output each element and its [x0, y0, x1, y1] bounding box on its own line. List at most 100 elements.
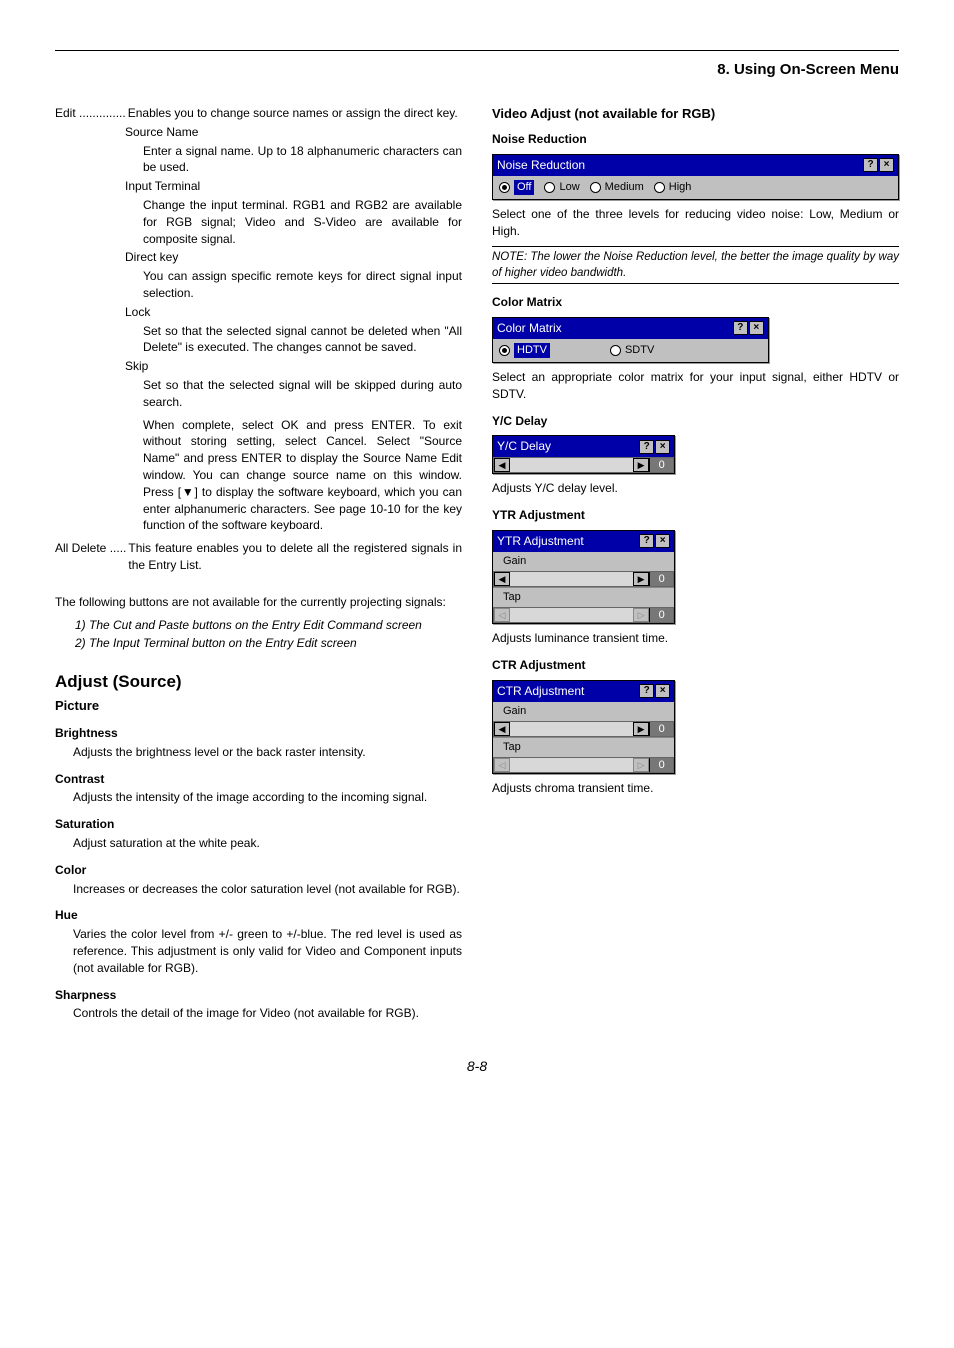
radio-option[interactable]: HDTV	[499, 343, 550, 358]
ytr-gain-scrollbar[interactable]: ◀ ▶ 0	[493, 571, 674, 587]
scroll-right-icon[interactable]: ▷	[633, 758, 649, 772]
edit-term: Edit .............. Enables you to chang…	[55, 105, 462, 122]
right-column: Video Adjust (not available for RGB) Noi…	[492, 105, 899, 1022]
picture-heading: Picture	[55, 697, 462, 715]
help-icon[interactable]: ?	[639, 534, 654, 548]
edit-subitem-body: Change the input terminal. RGB1 and RGB2…	[143, 197, 462, 247]
not-avail-1: 1) The Cut and Paste buttons on the Entr…	[75, 617, 462, 634]
edit-subitem-title: Input Terminal	[125, 178, 462, 195]
ytr-gain-value: 0	[649, 572, 673, 586]
scroll-right-icon[interactable]: ▶	[633, 722, 649, 736]
edit-subitem-body: Set so that the selected signal cannot b…	[143, 323, 462, 357]
ytr-heading: YTR Adjustment	[492, 507, 899, 524]
close-icon[interactable]: ×	[749, 321, 764, 335]
radio-dot-icon	[610, 345, 621, 356]
ctr-text: Adjusts chroma transient time.	[492, 780, 899, 797]
not-avail-intro: The following buttons are not available …	[55, 594, 462, 611]
dialog-title-text: YTR Adjustment	[497, 533, 638, 550]
dialog-title-text: CTR Adjustment	[497, 683, 638, 700]
dialog-titlebar: YTR Adjustment ? ×	[493, 531, 674, 552]
ytr-tap-scrollbar[interactable]: ◁ ▷ 0	[493, 607, 674, 623]
color-matrix-dialog: Color Matrix ? × HDTV SDTV	[492, 317, 769, 363]
close-icon[interactable]: ×	[879, 158, 894, 172]
ctr-tap-label: Tap	[493, 737, 674, 757]
radio-option[interactable]: SDTV	[610, 343, 654, 358]
dialog-titlebar: Color Matrix ? ×	[493, 318, 768, 339]
close-icon[interactable]: ×	[655, 534, 670, 548]
ctr-gain-scrollbar[interactable]: ◀ ▶ 0	[493, 721, 674, 737]
ytr-dialog: YTR Adjustment ? × Gain ◀ ▶ 0 Tap ◁ ▷ 0	[492, 530, 675, 625]
yc-scrollbar[interactable]: ◀ ▶ 0	[493, 457, 674, 473]
radio-label: High	[669, 180, 692, 195]
ytr-gain-label: Gain	[493, 552, 674, 571]
picture-item-heading: Sharpness	[55, 987, 462, 1004]
scroll-right-icon[interactable]: ▶	[633, 458, 649, 472]
edit-subitem-title: Source Name	[125, 124, 462, 141]
help-icon[interactable]: ?	[863, 158, 878, 172]
radio-dot-icon	[499, 182, 510, 193]
yc-delay-dialog: Y/C Delay ? × ◀ ▶ 0	[492, 435, 675, 474]
alldelete-desc: This feature enables you to delete all t…	[128, 540, 462, 574]
noise-reduction-heading: Noise Reduction	[492, 131, 899, 148]
scroll-left-icon[interactable]: ◀	[494, 572, 510, 586]
scroll-left-icon[interactable]: ◁	[494, 608, 510, 622]
radio-label: Low	[559, 180, 579, 195]
noise-text: Select one of the three levels for reduc…	[492, 206, 899, 240]
radio-dot-icon	[499, 345, 510, 356]
color-matrix-heading: Color Matrix	[492, 294, 899, 311]
radio-label: Off	[514, 180, 534, 195]
edit-subitem-title: Direct key	[125, 249, 462, 266]
radio-dot-icon	[590, 182, 601, 193]
help-icon[interactable]: ?	[733, 321, 748, 335]
noise-note: NOTE: The lower the Noise Reduction leve…	[492, 246, 899, 284]
radio-dot-icon	[654, 182, 665, 193]
yc-value: 0	[649, 458, 673, 472]
radio-option[interactable]: High	[654, 180, 692, 195]
picture-item-heading: Hue	[55, 907, 462, 924]
noise-reduction-dialog: Noise Reduction ? × Off Low Medium High	[492, 154, 899, 200]
chapter-title: 8. Using On-Screen Menu	[55, 59, 899, 80]
dialog-body: HDTV SDTV	[493, 339, 768, 362]
yc-delay-heading: Y/C Delay	[492, 413, 899, 430]
scroll-right-icon[interactable]: ▶	[633, 572, 649, 586]
scroll-left-icon[interactable]: ◁	[494, 758, 510, 772]
ytr-text: Adjusts luminance transient time.	[492, 630, 899, 647]
dialog-title-text: Y/C Delay	[497, 438, 638, 455]
ctr-tap-scrollbar[interactable]: ◁ ▷ 0	[493, 757, 674, 773]
dialog-titlebar: Noise Reduction ? ×	[493, 155, 898, 176]
color-matrix-text: Select an appropriate color matrix for y…	[492, 369, 899, 403]
picture-item-body: Varies the color level from +/- green to…	[73, 926, 462, 976]
ctr-tap-value: 0	[649, 758, 673, 772]
close-icon[interactable]: ×	[655, 684, 670, 698]
dialog-body: Off Low Medium High	[493, 176, 898, 199]
ctr-dialog: CTR Adjustment ? × Gain ◀ ▶ 0 Tap ◁ ▷ 0	[492, 680, 675, 775]
edit-subitem-body: Enter a signal name. Up to 18 alphanumer…	[143, 143, 462, 177]
picture-item-heading: Saturation	[55, 816, 462, 833]
edit-label: Edit ..............	[55, 105, 126, 122]
dialog-title-text: Noise Reduction	[497, 157, 862, 174]
header-rule	[55, 50, 899, 51]
radio-label: HDTV	[514, 343, 550, 358]
edit-subitem-body: You can assign specific remote keys for …	[143, 268, 462, 302]
ytr-tap-value: 0	[649, 608, 673, 622]
close-icon[interactable]: ×	[655, 440, 670, 454]
ctr-heading: CTR Adjustment	[492, 657, 899, 674]
radio-dot-icon	[544, 182, 555, 193]
radio-label: SDTV	[625, 343, 654, 358]
radio-option[interactable]: Off	[499, 180, 534, 195]
radio-option[interactable]: Low	[544, 180, 579, 195]
left-column: Edit .............. Enables you to chang…	[55, 105, 462, 1022]
edit-subitem-title: Lock	[125, 304, 462, 321]
scroll-track[interactable]	[510, 458, 633, 472]
picture-item-body: Increases or decreases the color saturat…	[73, 881, 462, 898]
scroll-left-icon[interactable]: ◀	[494, 722, 510, 736]
scroll-left-icon[interactable]: ◀	[494, 458, 510, 472]
picture-item-body: Adjusts the intensity of the image accor…	[73, 789, 462, 806]
scroll-right-icon[interactable]: ▷	[633, 608, 649, 622]
help-icon[interactable]: ?	[639, 440, 654, 454]
video-adjust-heading: Video Adjust (not available for RGB)	[492, 105, 899, 123]
radio-option[interactable]: Medium	[590, 180, 644, 195]
help-icon[interactable]: ?	[639, 684, 654, 698]
two-column-layout: Edit .............. Enables you to chang…	[55, 105, 899, 1022]
picture-item-body: Adjusts the brightness level or the back…	[73, 744, 462, 761]
